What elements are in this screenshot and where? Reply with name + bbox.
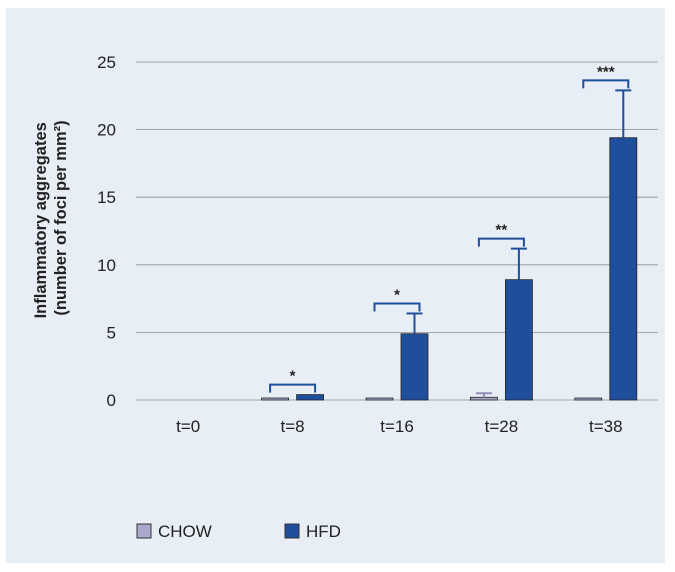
y-axis-label-line-2: (number of foci per mm²) xyxy=(52,120,70,315)
bar-hfd-t=28 xyxy=(504,279,533,401)
y-axis-label: Inflammatory aggregates (number of foci … xyxy=(32,118,70,319)
chart-panel: 0 5 10 15 20 25 * * ** *** t=0 t=8 t=16 t=28 t=38 In… xyxy=(6,8,665,563)
significance-bracket xyxy=(477,237,525,247)
grid-lines xyxy=(136,61,658,401)
bars xyxy=(261,137,638,401)
bar-chow-t=38 xyxy=(574,397,603,401)
significance-label: ** xyxy=(496,222,508,239)
significance-bracket xyxy=(373,302,421,312)
y-tick-label: 10 xyxy=(97,256,116,275)
legend-swatch-hfd xyxy=(284,523,300,539)
y-axis-label-line-1: Inflammatory aggregates xyxy=(32,122,50,318)
significance-label: * xyxy=(290,368,296,385)
bar-hfd-t=38 xyxy=(609,137,638,401)
significance-bracket xyxy=(269,383,317,393)
significance-bracket xyxy=(582,79,630,89)
legend-label-chow: CHOW xyxy=(158,522,212,541)
bar-hfd-t=8 xyxy=(296,394,325,401)
x-tick-label: t=38 xyxy=(589,417,623,436)
x-tick-label: t=28 xyxy=(485,417,519,436)
bar-chow-t=8 xyxy=(261,397,290,401)
x-tick-label: t=0 xyxy=(176,417,200,436)
y-tick-label: 25 xyxy=(97,53,116,72)
legend-swatch-chow xyxy=(136,523,152,539)
significance-label: * xyxy=(394,286,400,303)
x-tick-label: t=8 xyxy=(281,417,305,436)
significance-markers: ******* xyxy=(269,63,630,393)
y-tick-labels: 0 5 10 15 20 25 xyxy=(97,53,116,410)
y-tick-label: 5 xyxy=(107,323,116,342)
error-bars xyxy=(406,89,632,398)
y-tick-label: 0 xyxy=(107,391,116,410)
legend: CHOW HFD xyxy=(136,522,341,541)
significance-label: *** xyxy=(597,63,615,80)
x-tick-labels: t=0 t=8 t=16 t=28 t=38 xyxy=(176,417,622,436)
bar-chow-t=16 xyxy=(365,397,394,401)
bar-hfd-t=16 xyxy=(400,333,429,401)
bar-chow-t=28 xyxy=(469,396,498,401)
legend-label-hfd: HFD xyxy=(306,522,341,541)
x-tick-label: t=16 xyxy=(380,417,414,436)
y-tick-label: 15 xyxy=(97,188,116,207)
y-tick-label: 20 xyxy=(97,121,116,140)
